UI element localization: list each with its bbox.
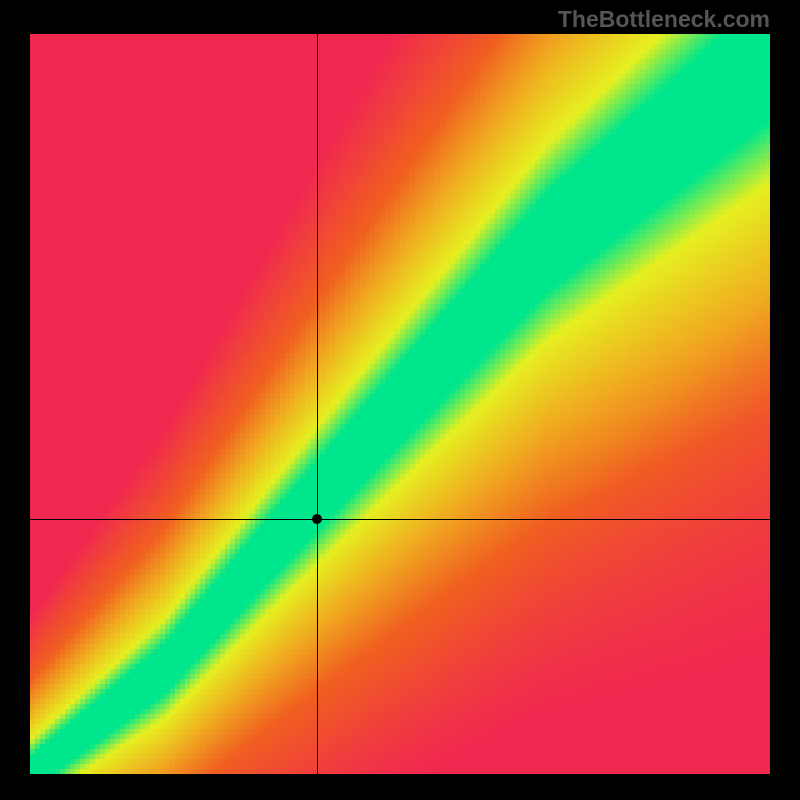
heatmap-canvas: [30, 34, 770, 774]
data-point: [312, 514, 322, 524]
crosshair-horizontal: [30, 519, 770, 520]
crosshair-vertical: [317, 34, 318, 774]
watermark-text: TheBottleneck.com: [558, 6, 770, 33]
chart-container: TheBottleneck.com: [0, 0, 800, 800]
chart-wrapper: [30, 34, 770, 774]
